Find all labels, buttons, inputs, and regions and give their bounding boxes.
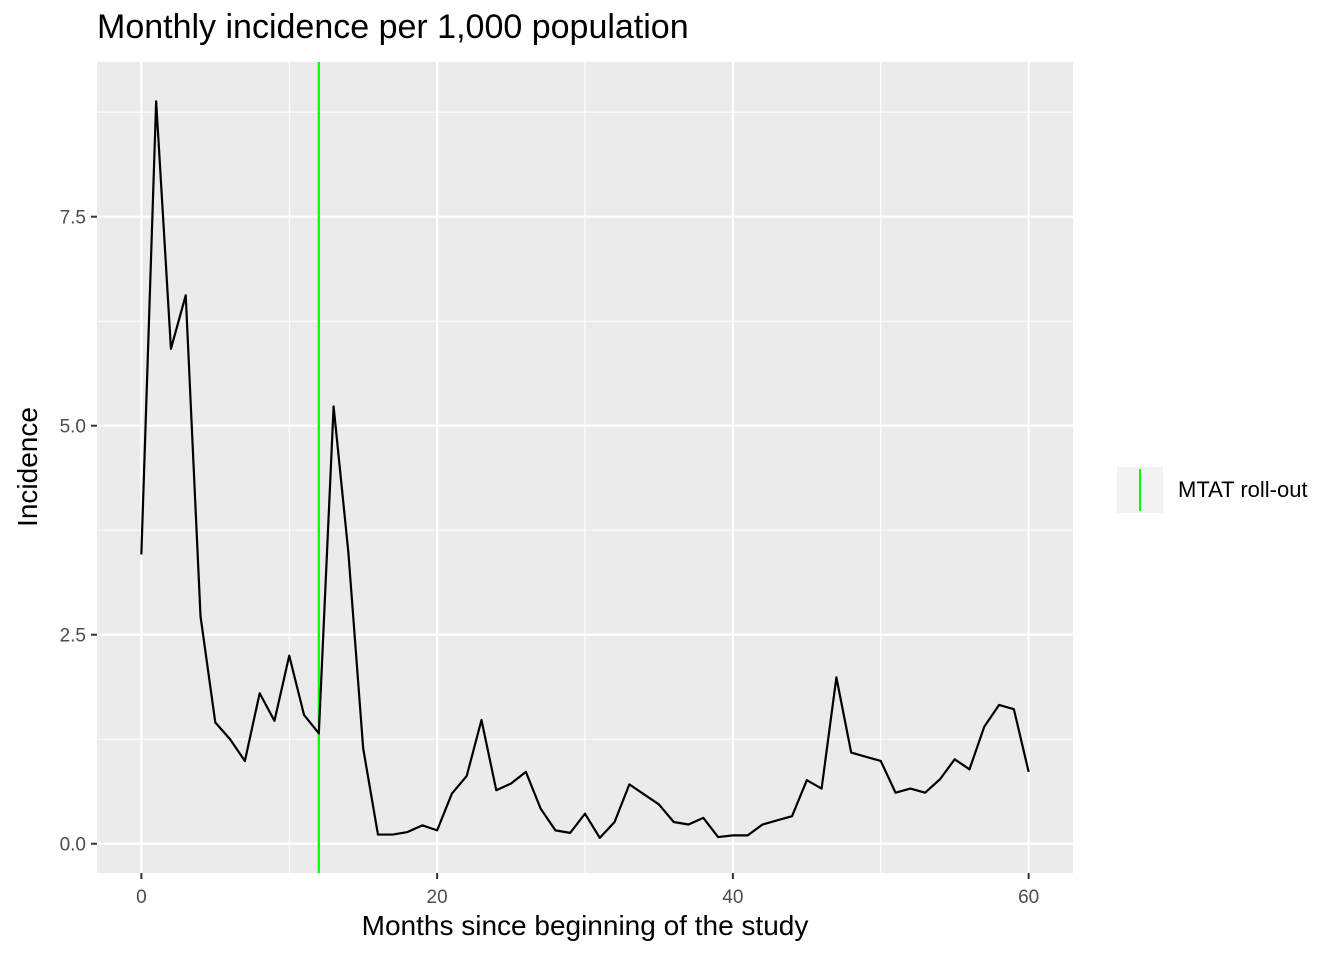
x-tick-label: 60 [1018,887,1039,908]
incidence-line [140,100,1030,839]
legend-key-line [1139,469,1141,511]
y-axis-title: Incidence [12,407,43,527]
x-tick-label: 40 [722,887,743,908]
legend: MTAT roll-out [1117,467,1308,513]
y-tick-label: 0.0 [60,835,86,856]
x-tick-label: 0 [136,887,147,908]
x-tick-label: 20 [427,887,448,908]
y-tick-label: 2.5 [60,626,86,647]
major-gridlines [97,62,1073,873]
minor-gridlines [97,62,1073,873]
y-tick-label: 7.5 [60,208,86,229]
y-tick-label: 5.0 [60,417,86,438]
legend-key [1117,467,1163,513]
x-axis: 0 20 40 60 [136,873,1039,908]
x-axis-title: Months since beginning of the study [361,910,809,941]
chart-title: Monthly incidence per 1,000 population [97,8,689,46]
data-series [140,100,1030,839]
legend-label: MTAT roll-out [1178,477,1308,502]
y-axis: 0.0 2.5 5.0 7.5 [60,208,97,856]
